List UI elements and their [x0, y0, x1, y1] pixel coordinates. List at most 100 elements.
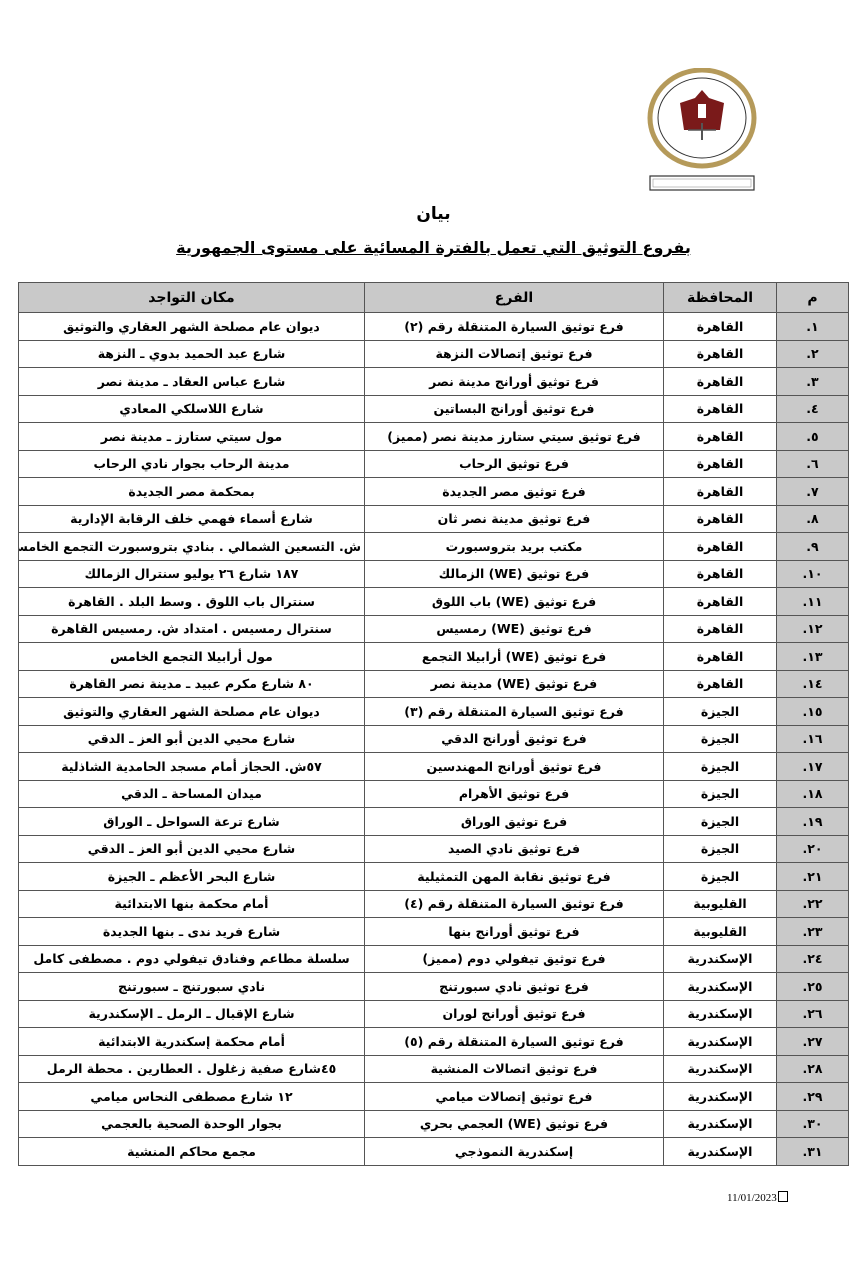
cell-governorate: القاهرة [663, 642, 777, 671]
header-num: م [776, 282, 849, 313]
cell-num: ١٠. [776, 559, 849, 588]
table-row: ٢١. الجيزة فرع توثيق نقابة المهن التمثيلية… [18, 862, 849, 891]
table-row: ١٨. الجيزة فرع توثيق الأهرام ميدان المساحة … [18, 779, 849, 808]
table-row: ١. القاهرة فرع توثيق السيارة المتنقلة رقم … [18, 312, 849, 341]
cell-num: ٢١. [776, 862, 849, 891]
cell-governorate: الجيزة [663, 779, 777, 808]
cell-governorate: الإسكندرية [663, 999, 777, 1028]
cell-num: ١٧. [776, 752, 849, 781]
cell-governorate: القاهرة [663, 504, 777, 533]
cell-governorate: الإسكندرية [663, 1027, 777, 1056]
cell-num: ١١. [776, 587, 849, 616]
cell-num: ٦. [776, 449, 849, 478]
cell-branch: مكتب بريد بتروسبورت [364, 532, 664, 561]
cell-location: نادي سبورتنج ـ سبورتنج [18, 972, 365, 1001]
cell-governorate: الإسكندرية [663, 944, 777, 973]
table-row: ١٦. الجيزة فرع توثيق أورانج الدقي شارع محيي… [18, 724, 849, 753]
cell-location: شارع عبد الحميد بدوي ـ النزهة [18, 339, 365, 368]
cell-branch: فرع توثيق السيارة المتنقلة رقم (٥) [364, 1027, 664, 1056]
table-row: ١٧. الجيزة فرع توثيق أورانج المهندسين ٥٧ش. … [18, 752, 849, 781]
cell-governorate: الجيزة [663, 807, 777, 836]
cell-location: ٨٠ شارع مكرم عبيد ـ مدينة نصر القاهرة [18, 669, 365, 698]
table-row: ٢٨. الإسكندرية فرع توثيق اتصالات المنشية ٤٥… [18, 1054, 849, 1083]
cell-location: شارع أسماء فهمي خلف الرقابة الإدارية [18, 504, 365, 533]
branches-table: م المحافظة الفرع مكان التواجد ١. القاهرة ف… [18, 282, 849, 1166]
header-governorate: المحافظة [663, 282, 777, 313]
cell-location: أمام محكمة إسكندرية الابتدائية [18, 1027, 365, 1056]
table-body: ١. القاهرة فرع توثيق السيارة المتنقلة رقم … [18, 312, 849, 1166]
cell-branch: فرع توثيق أورانج بنها [364, 917, 664, 946]
cell-num: ٢. [776, 339, 849, 368]
table-row: ١٤. القاهرة فرع توثيق (WE) مدينة نصر ٨٠ شار… [18, 669, 849, 698]
cell-num: ٢٤. [776, 944, 849, 973]
table-row: ٢٦. الإسكندرية فرع توثيق أورانج لوران شارع … [18, 999, 849, 1028]
cell-location: مول سيتي ستارز ـ مدينة نصر [18, 422, 365, 451]
cell-branch: فرع توثيق (WE) رمسيس [364, 614, 664, 643]
table-row: ١٥. الجيزة فرع توثيق السيارة المتنقلة رقم … [18, 697, 849, 726]
ministry-of-justice-logo [640, 67, 770, 196]
table-row: ١٢. القاهرة فرع توثيق (WE) رمسيس سنترال رمس… [18, 614, 849, 643]
cell-location: أمام محكمة بنها الابتدائية [18, 889, 365, 918]
document-subtitle: بفروع التوثيق التي تعمل بالفترة المسائية… [0, 238, 867, 257]
cell-governorate: القاهرة [663, 394, 777, 423]
cell-branch: فرع توثيق (WE) الزمالك [364, 559, 664, 588]
cell-num: ١. [776, 312, 849, 341]
table-row: ٦. القاهرة فرع توثيق الرحاب مدينة الرحاب بج… [18, 449, 849, 478]
cell-branch: فرع توثيق أورانج البساتين [364, 394, 664, 423]
cell-location: ٤٥شارع صفية زغلول . العطارين . محطة الرم… [18, 1054, 365, 1083]
table-row: ٢٠. الجيزة فرع توثيق نادي الصيد شارع محيي ا… [18, 834, 849, 863]
cell-branch: فرع توثيق السيارة المتنقلة رقم (٣) [364, 697, 664, 726]
cell-location: شارع الإقبال ـ الرمل ـ الإسكندرية [18, 999, 365, 1028]
cell-location: مول أرابيلا التجمع الخامس [18, 642, 365, 671]
table-row: ١٣. القاهرة فرع توثيق (WE) أرابيلا التجمع م… [18, 642, 849, 671]
cell-governorate: القاهرة [663, 559, 777, 588]
cell-governorate: القليوبية [663, 889, 777, 918]
cell-num: ٢٥. [776, 972, 849, 1001]
cell-location: ش. التسعين الشمالي . بنادي بتروسبورت الت… [18, 532, 365, 561]
cell-num: ١٣. [776, 642, 849, 671]
cell-branch: فرع توثيق إتصالات النزهة [364, 339, 664, 368]
cell-location: سنترال رمسيس . امتداد ش. رمسيس القاهرة [18, 614, 365, 643]
table-row: ٢٢. القليوبية فرع توثيق السيارة المتنقلة ر… [18, 889, 849, 918]
cell-branch: فرع توثيق اتصالات المنشية [364, 1054, 664, 1083]
cell-governorate: القاهرة [663, 367, 777, 396]
cell-governorate: الإسكندرية [663, 1082, 777, 1111]
cell-num: ٢٨. [776, 1054, 849, 1083]
document-title: بيان [416, 204, 451, 224]
cell-governorate: القاهرة [663, 339, 777, 368]
cell-branch: فرع توثيق السيارة المتنقلة رقم (٢) [364, 312, 664, 341]
cell-num: ٢٧. [776, 1027, 849, 1056]
cell-branch: فرع توثيق (WE) مدينة نصر [364, 669, 664, 698]
table-row: ٩. القاهرة مكتب بريد بتروسبورت ش. التسعين ا… [18, 532, 849, 561]
table-row: ١٩. الجيزة فرع توثيق الوراق شارع ترعة السوا… [18, 807, 849, 836]
cell-location: ١٨٧ شارع ٢٦ يوليو سنترال الزمالك [18, 559, 365, 588]
cell-branch: فرع توثيق تيفولي دوم (مميز) [364, 944, 664, 973]
table-row: ١٠. القاهرة فرع توثيق (WE) الزمالك ١٨٧ شارع… [18, 559, 849, 588]
table-header-row: م المحافظة الفرع مكان التواجد [18, 282, 849, 313]
cell-location: شارع ترعة السواحل ـ الوراق [18, 807, 365, 836]
table-row: ٣. القاهرة فرع توثيق أورانج مدينة نصر شارع … [18, 367, 849, 396]
cell-branch: فرع توثيق نقابة المهن التمثيلية [364, 862, 664, 891]
cell-governorate: القاهرة [663, 312, 777, 341]
table-row: ٢٧. الإسكندرية فرع توثيق السيارة المتنقلة … [18, 1027, 849, 1056]
table-row: ٢٣. القليوبية فرع توثيق أورانج بنها شارع فر… [18, 917, 849, 946]
header-branch: الفرع [364, 282, 664, 313]
cell-num: ٢٣. [776, 917, 849, 946]
cell-branch: فرع توثيق أورانج المهندسين [364, 752, 664, 781]
date-text: 11/01/2023 [727, 1192, 777, 1204]
cell-location: مجمع محاكم المنشية [18, 1137, 365, 1166]
cell-location: سلسلة مطاعم وفنادق تيفولي دوم . مصطفى كا… [18, 944, 365, 973]
cell-governorate: القاهرة [663, 587, 777, 616]
cell-governorate: القاهرة [663, 422, 777, 451]
cell-branch: فرع توثيق أورانج لوران [364, 999, 664, 1028]
cell-governorate: الإسكندرية [663, 972, 777, 1001]
cell-location: شارع محيي الدين أبو العز ـ الدقي [18, 834, 365, 863]
cell-num: ١٤. [776, 669, 849, 698]
cell-location: شارع محيي الدين أبو العز ـ الدقي [18, 724, 365, 753]
cell-governorate: الإسكندرية [663, 1109, 777, 1138]
cell-governorate: الإسكندرية [663, 1137, 777, 1166]
cell-num: ٣١. [776, 1137, 849, 1166]
cell-num: ٧. [776, 477, 849, 506]
cell-governorate: القاهرة [663, 449, 777, 478]
cell-location: مدينة الرحاب بجوار نادي الرحاب [18, 449, 365, 478]
